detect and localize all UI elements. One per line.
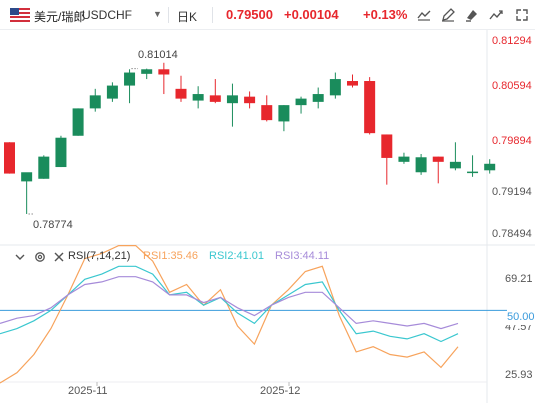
divider xyxy=(212,7,213,23)
candle-body xyxy=(278,105,290,122)
symbol-name[interactable]: 美元/瑞郎 xyxy=(34,10,86,24)
divider xyxy=(168,7,169,23)
rsi-title: RSI(7,14,21) xyxy=(68,250,131,262)
rsi1-label: RSI1:35.46 xyxy=(143,250,199,262)
us-flag-icon xyxy=(10,8,30,22)
price-change-percent: +0.13% xyxy=(363,7,408,22)
candle-body xyxy=(124,72,136,86)
candlestick-and-rsi-chart[interactable] xyxy=(0,30,535,403)
candle-body xyxy=(398,156,410,162)
price-change: +0.00104 xyxy=(284,7,339,22)
candle-body xyxy=(21,172,33,182)
candle-body xyxy=(192,94,204,101)
candle-body xyxy=(209,95,221,102)
candle-body xyxy=(261,105,273,121)
rsi3-label: RSI3:44.11 xyxy=(275,250,330,262)
symbol-code[interactable]: USDCHF xyxy=(82,8,132,22)
candle-body xyxy=(226,95,238,104)
candle-body xyxy=(347,81,358,86)
price-tick-label: 0.81294 xyxy=(492,35,532,47)
collapse-chevron-icon[interactable] xyxy=(13,250,27,264)
rsi-series-line xyxy=(0,265,459,343)
candle-body xyxy=(89,95,101,109)
low-annotation: 0.78774 xyxy=(33,219,73,231)
rsi2-label: RSI2:41.01 xyxy=(209,250,265,262)
price-tick-label: 0.80594 xyxy=(492,80,532,92)
compare-icon[interactable] xyxy=(486,5,506,25)
candle-body xyxy=(106,85,118,99)
price-tick-label: 0.79194 xyxy=(492,186,532,198)
candle-body xyxy=(4,142,15,174)
close-icon[interactable] xyxy=(52,250,66,264)
candle-body xyxy=(141,69,153,74)
candle-body xyxy=(55,137,67,168)
price-tick-label: 0.79894 xyxy=(492,135,532,147)
settings-gear-icon[interactable] xyxy=(33,250,47,264)
candle-body xyxy=(484,163,496,171)
rsi-series-line xyxy=(0,276,459,330)
draw-icon[interactable] xyxy=(438,5,458,25)
rsi-series-line xyxy=(0,245,459,384)
fullscreen-icon[interactable] xyxy=(512,5,532,25)
high-annotation: 0.81014 xyxy=(138,49,178,61)
candle-body xyxy=(38,156,50,179)
candle-body xyxy=(432,156,444,162)
candle-body xyxy=(449,161,461,169)
candle-body xyxy=(381,134,393,158)
price-tick-label: 0.78494 xyxy=(492,228,532,240)
candle-body xyxy=(175,88,187,99)
period-selector[interactable]: 日K xyxy=(177,10,198,24)
candle-body xyxy=(329,79,341,96)
symbol-dropdown-icon[interactable]: ▼ xyxy=(153,9,162,19)
candle-body xyxy=(415,157,427,173)
candle-body xyxy=(244,96,256,104)
candle-body xyxy=(72,108,84,136)
date-tick-label: 2025-12 xyxy=(260,385,301,397)
bookmark-icon[interactable] xyxy=(462,5,482,25)
date-tick-label: 2025-11 xyxy=(68,385,108,397)
rsi-mid-level-label: 50.00 xyxy=(507,311,535,325)
last-price: 0.79500 xyxy=(226,7,273,22)
rsi-tick-label: 25.93 xyxy=(505,369,533,381)
candle-body xyxy=(467,171,479,174)
indicator-icon[interactable] xyxy=(414,5,434,25)
candle-body xyxy=(158,69,170,75)
rsi-tick-label: 69.21 xyxy=(505,273,533,285)
rsi-header: RSI(7,14,21) RSI1:35.46 RSI2:41.01 RSI3:… xyxy=(0,246,490,266)
candle-body xyxy=(364,81,376,134)
candle-body xyxy=(295,98,307,106)
candle-body xyxy=(312,94,324,102)
chart-header: 美元/瑞郎 USDCHF ▼ 日K 0.79500 +0.00104 +0.13… xyxy=(0,0,535,30)
